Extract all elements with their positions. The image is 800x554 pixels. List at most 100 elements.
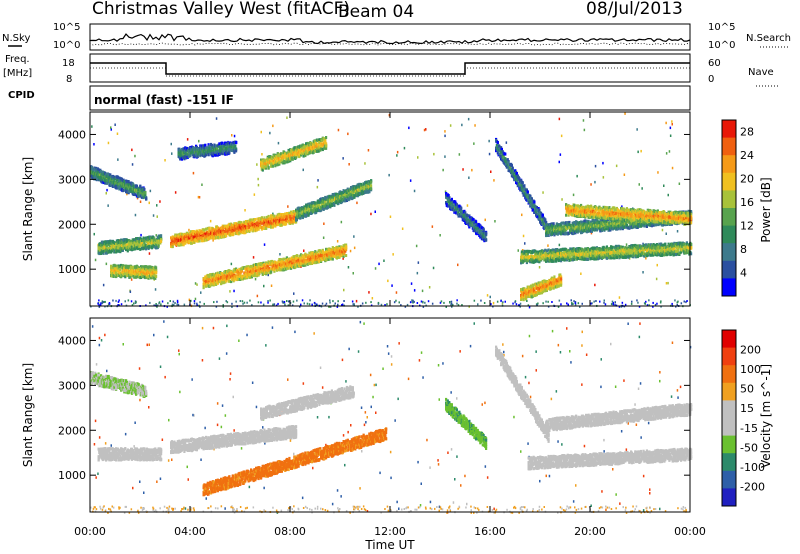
scatter-cell xyxy=(256,163,258,166)
range-gate-cell xyxy=(190,241,193,245)
scatter-cell xyxy=(467,117,470,121)
scatter-cell xyxy=(494,220,496,223)
scatter-cell xyxy=(337,128,340,132)
scatter-cell xyxy=(505,141,508,144)
range-gate-cell xyxy=(97,168,100,172)
scatter-cell xyxy=(342,157,344,160)
range-gate-cell xyxy=(142,236,145,240)
range-gate-cell xyxy=(110,176,113,180)
range-gate-cell xyxy=(132,193,135,196)
range-gate-cell xyxy=(160,239,163,243)
range-gate-cell xyxy=(148,245,151,249)
scatter-cell xyxy=(547,244,549,247)
range-gate-cell xyxy=(120,275,123,279)
freq-tick-8: 8 xyxy=(66,74,72,85)
range-gate-cell xyxy=(131,190,134,193)
scatter-cell xyxy=(374,210,376,213)
scatter-cell xyxy=(371,297,374,300)
range-gate-cell xyxy=(211,233,214,237)
range-gate-cell xyxy=(133,275,136,279)
range-gate-cell xyxy=(124,275,127,279)
scatter-cell xyxy=(471,168,473,172)
range-gate-cell xyxy=(156,237,159,241)
scatter-cell xyxy=(364,162,366,165)
scatter-cell xyxy=(336,240,339,243)
scatter-cell xyxy=(559,153,562,156)
range-gate-cell xyxy=(125,188,128,192)
nsearch-label: N.Search xyxy=(746,33,791,44)
scatter-cell xyxy=(594,283,596,287)
range-gate-cell xyxy=(104,249,107,253)
nave-label: Nave xyxy=(748,67,774,78)
range-gate-cell xyxy=(198,239,201,243)
scatter-cell xyxy=(197,195,200,199)
range-gate-cell xyxy=(139,247,142,251)
range-gate-cell xyxy=(102,251,105,255)
scatter-cell xyxy=(139,200,142,203)
range-gate-cell xyxy=(140,268,143,272)
scatter-cell xyxy=(636,128,638,131)
scatter-cell xyxy=(665,282,668,285)
cpid-label: CPID xyxy=(8,90,35,101)
range-gate-cell xyxy=(91,172,94,176)
scatter-cell xyxy=(302,168,304,172)
range-gate-cell xyxy=(107,243,110,247)
scatter-cell xyxy=(164,159,166,162)
scatter-cell xyxy=(417,156,419,159)
range-gate-cell xyxy=(140,195,143,199)
scatter-cell xyxy=(272,124,274,128)
range-gate-cell xyxy=(125,248,128,252)
scatter-cell xyxy=(641,187,643,190)
range-gate-cell xyxy=(153,237,156,241)
range-gate-cell xyxy=(100,249,103,253)
scatter-cell xyxy=(615,164,618,168)
range-gate-cell xyxy=(125,179,128,183)
scatter-cell xyxy=(439,234,441,237)
range-gate-cell xyxy=(137,237,140,241)
range-gate-cell xyxy=(155,271,158,275)
scatter-cell xyxy=(671,123,673,126)
scatter-cell xyxy=(323,222,325,225)
range-gate-cell xyxy=(200,239,203,243)
scatter-cell xyxy=(156,204,158,207)
range-gate-cell xyxy=(126,264,129,268)
range-gate-cell xyxy=(254,218,257,221)
range-gate-cell xyxy=(119,181,122,185)
range-gate-cell xyxy=(180,237,183,241)
range-gate-cell xyxy=(100,169,103,173)
scatter-cell xyxy=(442,168,444,172)
range-gate-cell xyxy=(194,232,197,236)
scatter-cell xyxy=(286,116,288,119)
range-gate-cell xyxy=(155,266,158,270)
range-gate-cell xyxy=(180,232,183,236)
scatter-cell xyxy=(254,277,257,281)
scatter-cell xyxy=(149,189,152,193)
scatter-cell xyxy=(542,191,544,194)
range-gate-cell xyxy=(183,233,186,237)
scatter-cell xyxy=(392,253,394,256)
beam-label: Beam 04 xyxy=(338,2,414,22)
scatter-cell xyxy=(560,134,563,138)
scatter-cell xyxy=(233,134,236,138)
range-gate-cell xyxy=(137,188,140,192)
scatter-cell xyxy=(468,305,470,308)
range-gate-cell xyxy=(175,243,178,247)
range-gate-cell xyxy=(195,239,198,243)
scatter-cell xyxy=(388,173,390,177)
scatter-cell xyxy=(391,284,393,287)
scatter-cell xyxy=(416,271,419,275)
nave-tick-60: 60 xyxy=(708,58,721,69)
range-gate-cell xyxy=(231,224,234,227)
scatter-cell xyxy=(353,246,356,250)
scatter-cell xyxy=(368,291,370,294)
range-gate-cell xyxy=(102,181,105,185)
scatter-cell xyxy=(93,143,95,146)
range-gate-cell xyxy=(149,265,152,269)
noise-tick-bottom: 10^0 xyxy=(53,40,80,51)
scatter-cell xyxy=(637,150,639,154)
range-gate-cell xyxy=(118,269,121,273)
scatter-cell xyxy=(257,177,259,181)
scatter-cell xyxy=(256,294,259,298)
range-gate-cell xyxy=(144,272,147,276)
